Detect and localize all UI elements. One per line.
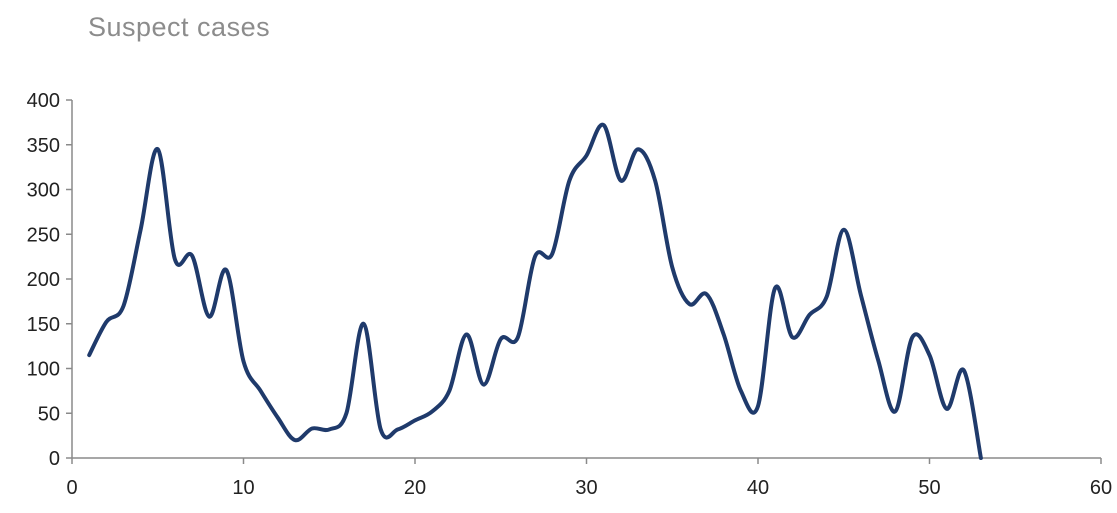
x-tick-label: 50	[918, 477, 940, 499]
y-tick-label: 250	[27, 224, 60, 246]
y-tick-label: 0	[49, 448, 60, 470]
y-tick-label: 300	[27, 180, 60, 202]
x-tick-label: 0	[66, 477, 77, 499]
y-tick-label: 350	[27, 135, 60, 157]
series-line	[87, 122, 983, 460]
y-tick-label: 100	[27, 359, 60, 381]
y-tick-label: 200	[27, 269, 60, 291]
x-tick-label: 40	[747, 477, 769, 499]
y-tick-label: 400	[27, 90, 60, 112]
y-tick-label: 50	[38, 403, 60, 425]
x-tick-label: 60	[1090, 477, 1112, 499]
series-lines	[87, 122, 983, 460]
tick-labels: 0 50 100 150 200 250 300 350 400 0 10 20 30 40 50 60	[27, 90, 1113, 499]
x-tick-label: 10	[232, 477, 254, 499]
y-tick-label: 150	[27, 314, 60, 336]
chart-title: Suspect cases	[88, 12, 271, 42]
x-tick-label: 20	[404, 477, 426, 499]
axes	[66, 99, 1102, 464]
x-tick-label: 30	[575, 477, 597, 499]
